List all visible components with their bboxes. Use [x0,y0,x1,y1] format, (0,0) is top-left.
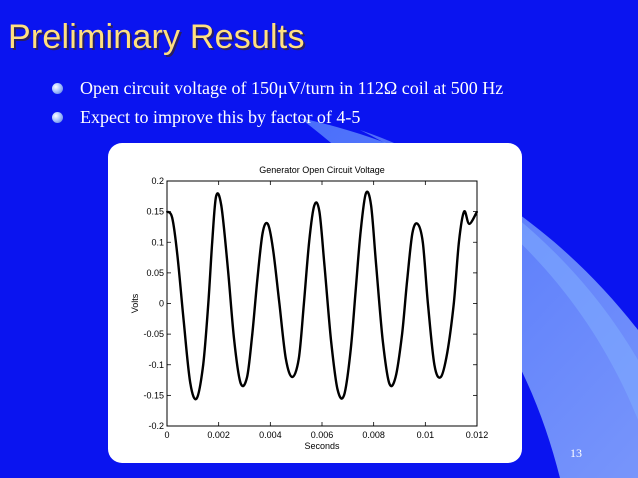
y-tick-label: 0.15 [146,207,164,217]
x-tick-label: 0.002 [207,430,230,440]
y-tick-label: 0.2 [151,176,164,186]
y-tick-label: 0.05 [146,268,164,278]
data-point [343,394,345,397]
data-point [416,222,419,225]
data-point [202,363,205,366]
data-point [207,302,210,305]
y-axis-label: Volts [130,293,140,313]
data-point [458,241,460,244]
page-number: 13 [570,446,582,460]
voltage-chart: 0 0.002 0.004 0.006 0.008 0.01 0.012 0.2 0.15 0.1… [130,165,489,451]
data-point [246,376,248,378]
data-point [220,204,223,207]
data-point [166,210,168,213]
data-point [394,376,397,378]
data-point [349,351,352,354]
data-point [171,216,174,219]
bullet-item: Expect to improve this by factor of 4-5 [52,103,503,132]
voltage-series-line [166,190,479,401]
data-point [297,357,300,360]
data-point [330,339,332,342]
data-point [411,232,414,234]
y-tick-label: 0 [159,299,164,309]
y-tick-label: -0.15 [143,390,164,400]
data-point [313,204,316,207]
data-point [401,333,403,336]
x-axis-label: Seconds [304,441,340,451]
data-point [176,253,179,256]
chart-title: Generator Open Circuit Voltage [259,165,385,175]
data-point [359,229,362,231]
data-point [256,278,259,280]
data-point [468,222,471,225]
data-point [251,333,254,336]
data-point [239,382,242,385]
data-point [308,241,310,244]
data-point [439,376,442,378]
data-point [211,241,214,244]
data-point [233,339,236,342]
y-tick-label: -0.2 [148,421,164,431]
data-point [427,302,429,305]
slide-title: Preliminary Results [8,18,305,56]
data-point [336,388,339,391]
data-point [446,351,449,354]
data-point [284,357,287,360]
y-tick-label: -0.05 [143,329,164,339]
data-point [261,232,264,234]
data-point [318,210,321,213]
data-point [421,241,424,244]
data-point [381,339,384,342]
x-tick-label: 0.012 [466,430,489,440]
data-point [278,302,281,305]
data-point [266,222,269,225]
x-tick-label: 0.004 [259,430,282,440]
data-point [291,376,294,378]
data-point [195,397,198,400]
data-point [388,382,391,385]
x-tick-label: 0.006 [311,430,334,440]
bullet-text: Expect to improve this by factor of 4-5 [80,107,361,127]
data-point [189,382,192,385]
x-tick-label: 0 [164,430,169,440]
data-point [323,265,326,268]
x-tick-label: 0.008 [362,430,385,440]
data-point [182,320,185,323]
y-tick-label: 0.1 [151,237,164,247]
data-point [452,302,455,305]
bullet-item: Open circuit voltage of 150μV/turn in 11… [52,74,503,103]
bullet-text: Open circuit voltage of 150μV/turn in 11… [80,78,504,98]
data-point [375,265,378,268]
data-point [303,302,305,305]
data-point [406,278,409,280]
data-point [226,265,229,268]
bullet-list: Open circuit voltage of 150μV/turn in 11… [52,74,503,132]
background-swoosh-shape [300,118,638,478]
data-point [365,192,367,195]
data-point [476,210,478,213]
x-tick-label: 0.01 [417,430,435,440]
data-point [463,210,465,213]
data-point [370,204,372,207]
bullet-dot-icon [52,83,63,94]
chart-figure: 0 0.002 0.004 0.006 0.008 0.01 0.012 0.2 0.15 0.1… [108,143,522,463]
data-point [215,195,217,198]
data-point [354,290,357,293]
data-point [433,363,436,366]
y-tick-label: -0.1 [148,360,164,370]
bullet-dot-icon [52,112,63,123]
data-point [272,247,274,250]
